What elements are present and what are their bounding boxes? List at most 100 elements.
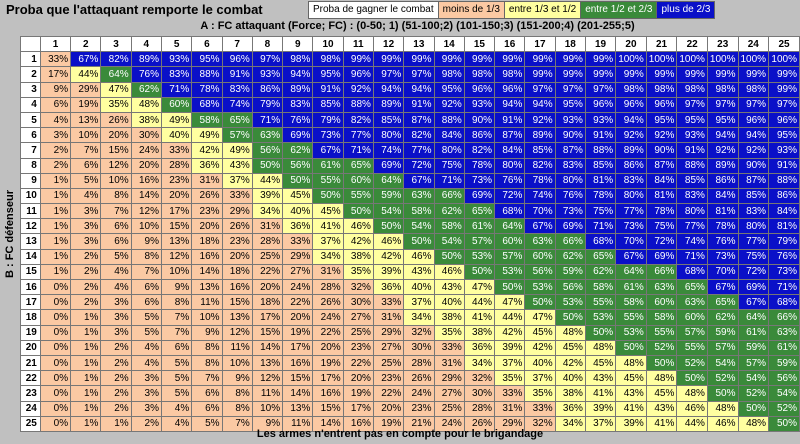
table-cell: 2% — [70, 278, 102, 296]
table-cell: 3% — [100, 324, 132, 341]
table-cell: 47% — [463, 278, 496, 296]
table-cell: 46% — [706, 415, 739, 432]
table-cell: 36% — [191, 157, 223, 174]
table-cell: 30% — [463, 385, 496, 402]
table-cell: 11% — [251, 385, 284, 402]
table-cell: 20% — [160, 187, 193, 205]
table-cell: 42% — [372, 248, 405, 265]
table-cell: 58% — [615, 294, 647, 311]
table-cell: 99% — [584, 51, 617, 68]
table-cell: 34% — [312, 248, 344, 265]
table-cell: 15% — [160, 218, 193, 235]
table-cell: 77% — [615, 203, 647, 220]
table-cell: 16% — [191, 248, 223, 265]
table-cell: 5% — [160, 370, 193, 387]
table-cell: 85% — [584, 157, 617, 174]
table-cell: 91% — [676, 142, 708, 159]
table-cell: 74% — [676, 233, 708, 250]
table-cell: 52% — [645, 339, 678, 356]
table-cell: 6% — [191, 385, 223, 402]
table-cell: 14% — [312, 415, 344, 432]
table-cell: 13% — [70, 111, 102, 129]
table-row: 15 1% 2% 4% 7% 10% 14% 18% 22% 27% 31% 35% 39% 43% 46%… — [20, 263, 800, 281]
table-cell: 0% — [39, 309, 72, 326]
table-cell: 59% — [768, 354, 800, 372]
table-cell: 31% — [251, 218, 284, 235]
table-cell: 73% — [768, 263, 800, 281]
table-cell: 8% — [221, 385, 253, 402]
table-cell: 100% — [768, 51, 800, 68]
table-cell: 20% — [221, 248, 253, 265]
table-cell: 58% — [584, 278, 617, 296]
table-cell: 13% — [282, 400, 314, 417]
table-cell: 55% — [312, 172, 344, 189]
table-cell: 20% — [130, 157, 162, 174]
table-cell: 49% — [191, 127, 223, 144]
table-cell: 5% — [130, 324, 162, 341]
table-cell: 2% — [70, 294, 102, 311]
table-cell: 40% — [282, 203, 314, 220]
table-cell: 45% — [615, 370, 647, 387]
table-cell: 33% — [221, 187, 253, 205]
table-cell: 72% — [403, 157, 435, 174]
table-cell: 6% — [191, 400, 223, 417]
table-cell: 41% — [584, 385, 617, 402]
table-row: 6 3% 10% 20% 30% 40% 49% 57% 63% 69% 73% 77% 80% 82% 8… — [20, 127, 800, 144]
table-cell: 37% — [403, 294, 435, 311]
table-cell: 4% — [39, 111, 72, 129]
row-header: 13 — [20, 233, 41, 250]
table-cell: 65% — [342, 157, 374, 174]
table-cell: 4% — [160, 415, 193, 432]
table-cell: 20% — [282, 309, 314, 326]
table-cell: 97% — [737, 96, 770, 113]
table-cell: 52% — [768, 400, 800, 417]
table-cell: 48% — [615, 354, 647, 372]
row-header: 2 — [20, 66, 41, 83]
table-cell: 32% — [342, 278, 374, 296]
table-cell: 50% — [584, 324, 617, 341]
table-cell: 34% — [251, 203, 284, 220]
table-cell: 80% — [433, 142, 465, 159]
table-cell: 62% — [130, 81, 162, 98]
table-cell: 58% — [191, 111, 223, 129]
table-cell: 81% — [584, 172, 617, 189]
table-row: 8 2% 6% 12% 20% 28% 36% 43% 50% 56% 61% 65% 69% 72% 75… — [20, 157, 800, 174]
table-cell: 43% — [584, 370, 617, 387]
table-cell: 97% — [676, 96, 708, 113]
table-cell: 99% — [524, 51, 556, 68]
table-row: 12 1% 3% 6% 10% 15% 20% 26% 31% 36% 41% 46% 50% 54% 58… — [20, 218, 800, 235]
table-cell: 40% — [403, 278, 435, 296]
table-cell: 50% — [403, 233, 435, 250]
table-cell: 9% — [251, 415, 284, 432]
table-cell: 45% — [554, 339, 586, 356]
row-header: 15 — [20, 263, 41, 281]
column-header: 9 — [282, 35, 314, 53]
table-cell: 8% — [191, 339, 223, 356]
table-cell: 100% — [615, 51, 647, 68]
table-cell: 57% — [676, 324, 708, 341]
table-row: 9 1% 5% 10% 16% 23% 31% 37% 44% 50% 55% 60% 64% 67% 71… — [20, 172, 800, 189]
table-cell: 59% — [554, 263, 586, 281]
row-axis-title: B : FC défenseur — [4, 189, 16, 279]
column-header: 22 — [676, 35, 708, 53]
row-header: 17 — [20, 294, 41, 311]
table-cell: 91% — [494, 111, 526, 129]
table-cell: 92% — [433, 96, 465, 113]
table-cell: 28% — [160, 157, 193, 174]
table-cell: 1% — [70, 400, 102, 417]
table-cell: 22% — [342, 354, 374, 372]
table-cell: 73% — [706, 248, 739, 265]
table-cell: 54% — [372, 203, 405, 220]
table-cell: 80% — [676, 203, 708, 220]
table-cell: 40% — [160, 127, 193, 144]
table-cell: 98% — [463, 66, 496, 83]
table-cell: 94% — [372, 81, 405, 98]
table-cell: 3% — [130, 370, 162, 387]
table-cell: 44% — [676, 415, 708, 432]
table-cell: 64% — [494, 218, 526, 235]
table-cell: 37% — [494, 354, 526, 372]
column-header: 7 — [221, 35, 253, 53]
table-cell: 85% — [312, 96, 344, 113]
table-cell: 99% — [403, 51, 435, 68]
table-cell: 34% — [554, 415, 586, 432]
